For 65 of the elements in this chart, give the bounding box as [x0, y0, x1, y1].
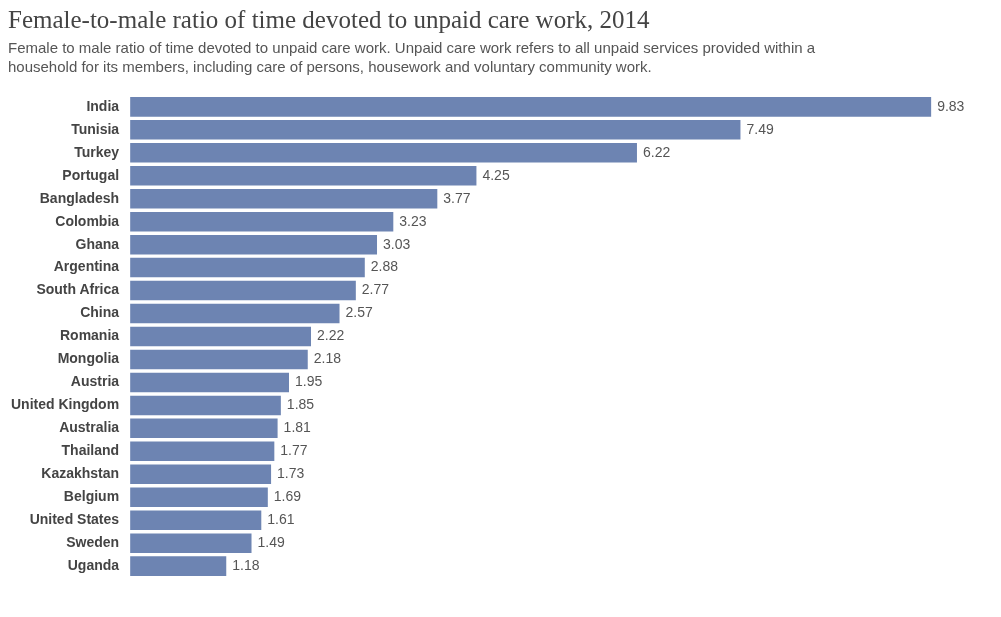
bar [130, 326, 312, 347]
bar [130, 349, 308, 370]
y-tick-label: South Africa [36, 281, 120, 298]
bar [130, 441, 275, 462]
bar [130, 464, 272, 485]
data-label: 9.83 [937, 97, 965, 114]
y-tick-label: Ghana [75, 235, 120, 252]
data-label: 2.22 [317, 327, 345, 344]
y-tick-label: Sweden [66, 534, 120, 551]
data-label: 6.22 [642, 143, 671, 160]
data-label: 1.81 [283, 419, 312, 436]
data-label: 1.18 [232, 556, 260, 573]
data-label: 7.49 [746, 120, 774, 137]
y-tick-label: Mongolia [57, 350, 120, 367]
bar [130, 188, 438, 209]
y-tick-label: Turkey [74, 143, 120, 160]
y-tick-label: Austria [70, 373, 120, 390]
y-tick-label: Thailand [61, 442, 120, 459]
bar [130, 395, 281, 416]
y-tick-label: Portugal [62, 166, 120, 183]
bar [130, 166, 477, 186]
y-tick-label: Argentina [53, 258, 120, 275]
y-tick-label: United Kingdom [10, 396, 120, 413]
bar [130, 97, 932, 117]
data-label: 2.57 [345, 304, 373, 321]
bar [130, 303, 340, 324]
bar [130, 533, 252, 553]
data-label: 1.69 [273, 488, 302, 505]
bar [130, 120, 741, 140]
bar [130, 510, 262, 530]
data-label: 3.03 [383, 235, 411, 252]
bar [130, 487, 268, 507]
data-label: 1.77 [280, 442, 308, 459]
data-label: 1.95 [295, 373, 323, 390]
data-label: 1.49 [257, 534, 285, 551]
y-tick-label: China [80, 304, 120, 321]
bar [130, 257, 365, 278]
y-tick-label: Colombia [55, 212, 120, 229]
y-tick-label: Tunisia [71, 120, 120, 137]
bar [130, 372, 289, 393]
y-tick-label: Uganda [67, 556, 120, 573]
y-tick-label: Bangladesh [39, 189, 120, 206]
data-label: 2.18 [313, 350, 342, 367]
data-label: 1.73 [277, 465, 305, 482]
data-label: 4.25 [482, 166, 510, 183]
data-label: 2.77 [361, 281, 390, 298]
chart-title: Female-to-male ratio of time devoted to unpaid care work, 2014 [8, 6, 651, 34]
chart-subtitle: Female to male ratio of time devoted to unpaid care work. Unpaid care work refers to all unpaid services provided within a household for its members, including care of persons, housework and voluntary community work. [8, 38, 817, 76]
data-label: 3.23 [399, 212, 427, 229]
y-tick-label: Australia [59, 419, 120, 436]
data-label: 1.61 [267, 511, 295, 528]
bar [130, 143, 637, 163]
data-label: 2.88 [370, 258, 399, 275]
data-label: 3.77 [443, 189, 471, 206]
bar [130, 211, 394, 232]
bar [130, 234, 378, 255]
bar [130, 280, 356, 301]
y-tick-label: Belgium [63, 488, 120, 505]
bar [130, 418, 278, 439]
y-tick-label: India [86, 97, 120, 114]
y-tick-label: United States [29, 511, 120, 528]
data-label: 1.85 [286, 396, 315, 413]
y-tick-label: Romania [59, 327, 120, 344]
bar [130, 556, 227, 576]
y-tick-label: Kazakhstan [41, 465, 120, 482]
